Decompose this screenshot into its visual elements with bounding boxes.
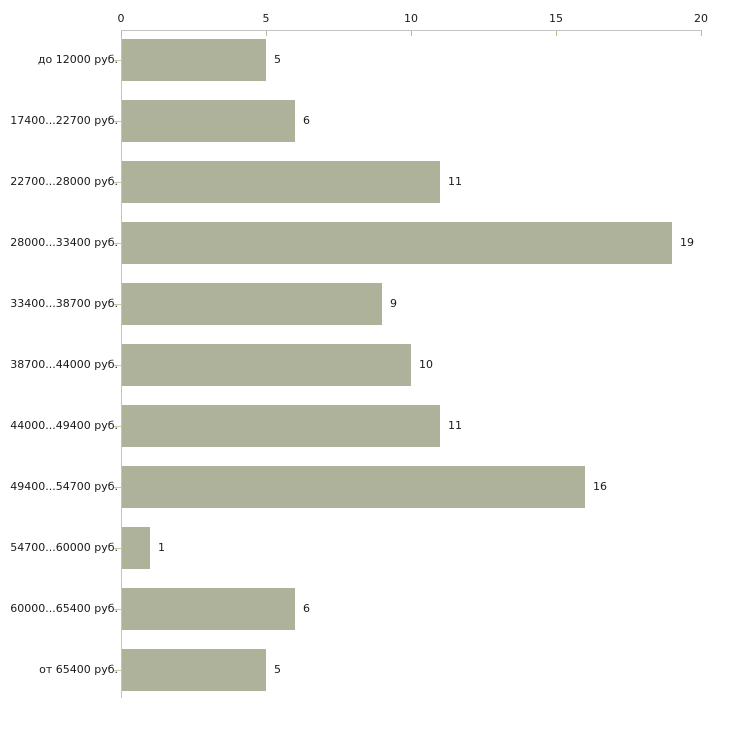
y-axis-tick-mark [114, 609, 121, 610]
value-label: 5 [274, 663, 281, 676]
bar [122, 100, 295, 142]
category-label: 33400...38700 руб. [10, 297, 118, 310]
category-label: до 12000 руб. [37, 53, 118, 66]
y-axis-tick-mark [114, 243, 121, 244]
y-axis-tick-mark [114, 304, 121, 305]
x-axis-line [121, 30, 702, 31]
value-label: 10 [419, 358, 433, 371]
x-axis-tick-label: 15 [549, 12, 563, 25]
x-axis-tick-label: 5 [262, 12, 270, 25]
value-label: 6 [303, 114, 310, 127]
value-label: 11 [448, 419, 462, 432]
x-axis-tick-mark [121, 31, 122, 36]
value-label: 19 [680, 236, 694, 249]
bar [122, 161, 440, 203]
bar [122, 405, 440, 447]
value-label: 11 [448, 175, 462, 188]
category-label: 22700...28000 руб. [10, 175, 118, 188]
category-label: 49400...54700 руб. [10, 480, 118, 493]
bar [122, 344, 411, 386]
category-label: 38700...44000 руб. [10, 358, 118, 371]
x-axis-tick-label: 0 [117, 12, 125, 25]
y-axis-tick-mark [114, 365, 121, 366]
category-label: 28000...33400 руб. [10, 236, 118, 249]
category-label: 17400...22700 руб. [10, 114, 118, 127]
y-axis-tick-mark [114, 121, 121, 122]
x-axis-tick-mark [556, 31, 557, 36]
y-axis-tick-mark [114, 426, 121, 427]
x-axis-tick-mark [411, 31, 412, 36]
value-label: 6 [303, 602, 310, 615]
bar [122, 588, 295, 630]
bar [122, 222, 672, 264]
category-label: 54700...60000 руб. [10, 541, 118, 554]
y-axis-tick-mark [114, 60, 121, 61]
category-label: 44000...49400 руб. [10, 419, 118, 432]
bar [122, 466, 585, 508]
value-label: 1 [158, 541, 165, 554]
x-axis-tick-mark [701, 31, 702, 36]
bar [122, 649, 266, 691]
bar [122, 527, 150, 569]
value-label: 9 [390, 297, 397, 310]
bar [122, 283, 382, 325]
value-label: 5 [274, 53, 281, 66]
x-axis-tick-label: 20 [694, 12, 708, 25]
category-label: 60000...65400 руб. [10, 602, 118, 615]
y-axis-tick-mark [114, 548, 121, 549]
y-axis-tick-mark [114, 670, 121, 671]
x-axis-tick-mark [266, 31, 267, 36]
bar [122, 39, 266, 81]
y-axis-tick-mark [114, 182, 121, 183]
category-label: от 65400 руб. [39, 663, 118, 676]
x-axis-tick-label: 10 [404, 12, 418, 25]
y-axis-line [121, 30, 122, 698]
value-label: 16 [593, 480, 607, 493]
y-axis-tick-mark [114, 487, 121, 488]
